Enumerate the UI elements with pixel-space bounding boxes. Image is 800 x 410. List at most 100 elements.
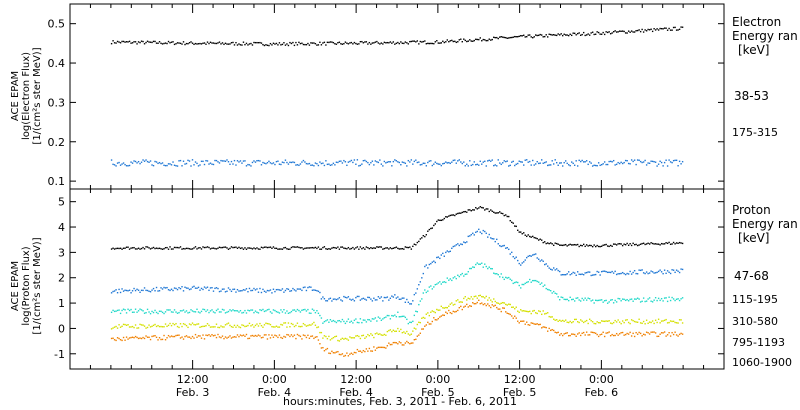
proton-point (254, 324, 257, 327)
proton-point (158, 325, 161, 328)
electron-point (659, 27, 661, 30)
proton-point (245, 333, 248, 336)
proton-point (230, 246, 233, 248)
proton-ytick-label: 0 (58, 322, 65, 335)
electron-point (584, 161, 586, 163)
proton-point (485, 295, 487, 298)
electron-point (286, 161, 288, 164)
electron-point (215, 42, 218, 45)
proton-point (512, 306, 514, 308)
electron-point (448, 161, 450, 164)
electron-point (301, 161, 303, 163)
proton-point (167, 309, 170, 311)
proton-point (653, 322, 655, 325)
proton-point (338, 353, 341, 356)
proton-point (152, 311, 155, 314)
proton-point (398, 341, 401, 343)
proton-point (167, 334, 170, 337)
proton-point (451, 279, 453, 282)
proton-point (644, 334, 646, 336)
proton-point (268, 246, 270, 249)
proton-point (618, 298, 621, 300)
electron-point (535, 163, 537, 165)
proton-point (208, 289, 210, 292)
proton-point (343, 295, 345, 298)
proton-point (235, 246, 237, 248)
electron-point (136, 162, 138, 164)
proton-point (331, 320, 333, 323)
proton-point (509, 219, 511, 222)
electron-point (305, 43, 308, 46)
proton-point (434, 223, 437, 225)
proton-point (347, 318, 350, 320)
proton-point (187, 247, 189, 250)
electron-point (524, 36, 526, 38)
proton-point (585, 319, 588, 322)
electron-point (675, 159, 678, 162)
electron-point (188, 42, 191, 44)
proton-point (388, 314, 390, 317)
proton-point (485, 304, 487, 307)
proton-point (518, 284, 520, 287)
electron-point (199, 42, 201, 45)
proton-point (541, 259, 543, 261)
proton-point (325, 248, 327, 250)
proton-point (349, 336, 351, 338)
proton-point (532, 310, 534, 312)
proton-point (681, 333, 684, 335)
electron-point (594, 164, 597, 167)
proton-point (122, 323, 125, 326)
proton-point (544, 241, 546, 243)
proton-point (280, 309, 282, 311)
proton-point (223, 337, 225, 340)
proton-point (677, 335, 679, 337)
proton-point (145, 311, 147, 314)
proton-point (659, 269, 661, 271)
proton-point (524, 234, 526, 236)
electron-point (217, 161, 219, 163)
proton-point (152, 335, 155, 337)
proton-point (209, 310, 212, 312)
proton-point (313, 309, 315, 312)
electron-point (382, 165, 384, 167)
proton-point (358, 335, 360, 338)
proton-point (463, 211, 465, 213)
proton-point (163, 312, 165, 315)
electron-point (271, 44, 273, 46)
proton-point (632, 271, 634, 274)
electron-point (541, 34, 543, 36)
proton-point (650, 270, 652, 272)
proton-point (365, 336, 368, 338)
proton-point (181, 248, 183, 250)
proton-point (563, 274, 565, 276)
proton-point (621, 244, 624, 247)
proton-point (263, 290, 266, 293)
electron-point (242, 41, 245, 43)
electron-point (475, 163, 477, 166)
proton-point (547, 288, 549, 291)
electron-point (224, 42, 227, 45)
proton-point (564, 243, 567, 246)
proton-point (124, 339, 126, 341)
proton-point (443, 281, 445, 283)
electron-point (301, 42, 303, 44)
proton-point (172, 311, 174, 313)
proton-point (368, 247, 371, 250)
electron-point (344, 161, 347, 163)
proton-point (203, 286, 206, 288)
proton-point (197, 323, 200, 325)
proton-point (265, 291, 267, 293)
electron-point (680, 26, 682, 28)
proton-point (317, 246, 320, 248)
proton-point (538, 258, 540, 260)
proton-point (205, 334, 207, 336)
electron-point (308, 44, 311, 46)
proton-point (614, 270, 616, 273)
proton-point (541, 327, 543, 329)
electron-point (286, 43, 288, 45)
proton-point (166, 246, 168, 249)
electron-point (556, 161, 558, 164)
electron-point (669, 29, 672, 31)
electron-point (626, 32, 628, 34)
electron-point (410, 159, 413, 161)
